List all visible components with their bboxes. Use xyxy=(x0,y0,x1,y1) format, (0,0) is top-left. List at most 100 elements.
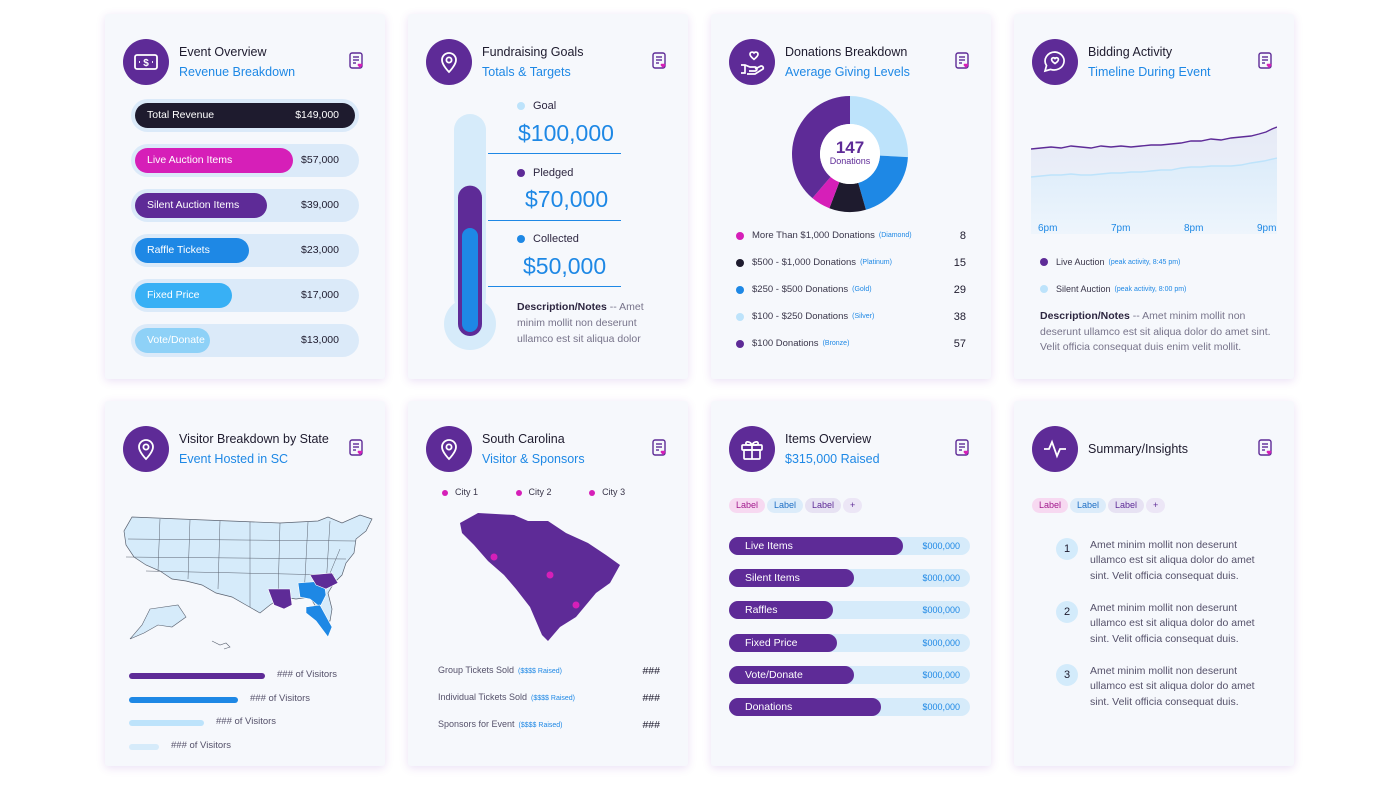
bidding-timeline-chart xyxy=(1031,126,1277,234)
item-value: $000,000 xyxy=(922,702,960,712)
tag-label[interactable]: Label xyxy=(1070,498,1107,513)
document-heart-icon[interactable] xyxy=(652,52,668,70)
add-tag-button[interactable]: + xyxy=(1146,498,1166,513)
donut-slice xyxy=(858,155,908,210)
visitor-bar xyxy=(129,743,159,750)
bidding-notes: Description/Notes -- Amet minim mollit n… xyxy=(1040,310,1271,353)
card-subtitle: Visitor & Sponsors xyxy=(482,451,585,466)
tag-label[interactable]: Label xyxy=(729,498,766,513)
collected-level xyxy=(462,228,478,332)
tier-count: 15 xyxy=(953,256,966,269)
city-1-marker[interactable] xyxy=(490,553,498,561)
revenue-value: $17,000 xyxy=(301,289,339,301)
item-value: $000,000 xyxy=(922,541,960,551)
revenue-row: Vote/Donate $13,000 xyxy=(131,324,359,357)
sc-stat-label: Group Tickets Sold xyxy=(438,665,515,675)
card-title: Donations Breakdown xyxy=(785,44,908,59)
donations-donut-chart xyxy=(792,96,908,212)
revenue-bar: Vote/Donate xyxy=(135,328,210,353)
city-2-marker[interactable] xyxy=(546,571,554,579)
donut-hole xyxy=(820,124,880,184)
donut-slice xyxy=(792,96,850,199)
tag-label[interactable]: Label xyxy=(1032,498,1069,513)
tier-count: 38 xyxy=(953,310,966,323)
document-heart-icon[interactable] xyxy=(1258,439,1274,457)
pledged-value: $70,000 xyxy=(525,186,609,212)
card-title: South Carolina xyxy=(482,431,565,446)
sc-stat-value: ### xyxy=(642,665,660,677)
item-bar: Live Items xyxy=(729,537,903,555)
item-bar: Silent Items xyxy=(729,569,854,588)
city-legend: City 1 City 2 City 3 xyxy=(442,487,625,497)
live-auction-line xyxy=(1031,126,1277,150)
revenue-value: $57,000 xyxy=(301,154,339,166)
visitor-label: ### of Visitors xyxy=(171,739,232,751)
revenue-bar: Fixed Price xyxy=(135,283,232,308)
revenue-value: $149,000 xyxy=(295,109,339,121)
document-heart-icon[interactable] xyxy=(652,439,668,457)
tag-label[interactable]: Label xyxy=(805,498,842,513)
tag-label[interactable]: Label xyxy=(1108,498,1145,513)
document-heart-icon[interactable] xyxy=(349,439,365,457)
tier-name: (Diamond) xyxy=(878,232,912,239)
document-heart-icon[interactable] xyxy=(1258,52,1274,70)
location-pin-icon xyxy=(426,426,472,472)
money-icon: $ xyxy=(123,39,169,85)
revenue-bar: Raffle Tickets xyxy=(135,238,249,263)
item-row: Vote/Donate $000,000 xyxy=(729,665,970,684)
donut-slice xyxy=(850,96,908,158)
item-value: $000,000 xyxy=(922,605,960,616)
legend-live-auction: Live Auction (peak activity, 8:45 pm) xyxy=(1040,257,1180,267)
donut-total: 147 xyxy=(835,138,865,157)
south-carolina-card: South Carolina Visitor & Sponsors City 1… xyxy=(408,401,688,766)
tier-label: $250 - $500 Donations xyxy=(752,284,849,295)
collected-value: $50,000 xyxy=(523,253,607,279)
card-header: Bidding Activity Timeline During Event xyxy=(1032,39,1211,85)
silent-auction-line xyxy=(1031,157,1277,178)
step-text: Amet minim mollit non deserunt ullamco e… xyxy=(1090,539,1255,582)
document-heart-icon[interactable] xyxy=(955,439,971,457)
card-header: Summary/Insights xyxy=(1032,426,1188,472)
item-value: $000,000 xyxy=(922,669,960,680)
event-overview-card: $ Event Overview Revenue Breakdown Total… xyxy=(105,14,385,379)
x-tick-8pm: 8pm xyxy=(1184,223,1204,234)
revenue-value: $23,000 xyxy=(301,244,339,256)
x-tick-7pm: 7pm xyxy=(1111,223,1131,234)
legend-dot xyxy=(736,339,744,348)
donations-legend: More Than $1,000 Donations (Diamond) 8 $500… xyxy=(736,222,966,357)
card-subtitle: Totals & Targets xyxy=(482,64,571,79)
document-heart-icon[interactable] xyxy=(955,52,971,70)
legend-dot xyxy=(736,258,744,267)
revenue-bar: Silent Auction Items xyxy=(135,193,267,218)
x-tick-6pm: 6pm xyxy=(1038,223,1058,234)
thermometer-gauge xyxy=(444,114,496,350)
card-header: Items Overview $315,000 Raised xyxy=(729,426,880,472)
tier-label: $500 - $1,000 Donations xyxy=(752,257,857,268)
city-3-marker[interactable] xyxy=(572,601,580,609)
card-header: Fundraising Goals Totals & Targets xyxy=(426,39,583,85)
legend-dot xyxy=(736,231,744,240)
tier-count: 29 xyxy=(953,283,966,296)
document-heart-icon[interactable] xyxy=(349,52,365,70)
revenue-row: Total Revenue $149,000 xyxy=(131,99,359,132)
tag-label[interactable]: Label xyxy=(767,498,804,513)
us-map xyxy=(123,514,373,650)
item-value: $000,000 xyxy=(922,573,960,584)
revenue-row: Silent Auction Items $39,000 xyxy=(131,189,359,222)
visitor-label: ### of Visitors xyxy=(250,692,311,704)
card-subtitle: Timeline During Event xyxy=(1088,64,1211,79)
add-tag-button[interactable]: + xyxy=(843,498,863,513)
item-bar: Donations xyxy=(729,698,881,716)
visitor-bar xyxy=(129,673,265,679)
item-bar: Vote/Donate xyxy=(729,665,854,684)
item-row: Fixed Price $000,000 xyxy=(729,633,970,652)
item-bar: Raffles xyxy=(729,601,833,620)
donation-tier-row: $100 Donations (Bronze) 57 xyxy=(736,330,966,357)
tier-count: 8 xyxy=(959,229,966,242)
tier-label: More Than $1,000 Donations xyxy=(752,230,875,241)
hand-heart-icon xyxy=(729,39,775,85)
pulse-icon xyxy=(1032,426,1078,472)
donation-tier-row: $500 - $1,000 Donations (Platinum) 15 xyxy=(736,249,966,276)
item-row: Silent Items $000,000 xyxy=(729,569,970,588)
visitor-breakdown-card: Visitor Breakdown by State Event Hosted … xyxy=(105,401,385,766)
